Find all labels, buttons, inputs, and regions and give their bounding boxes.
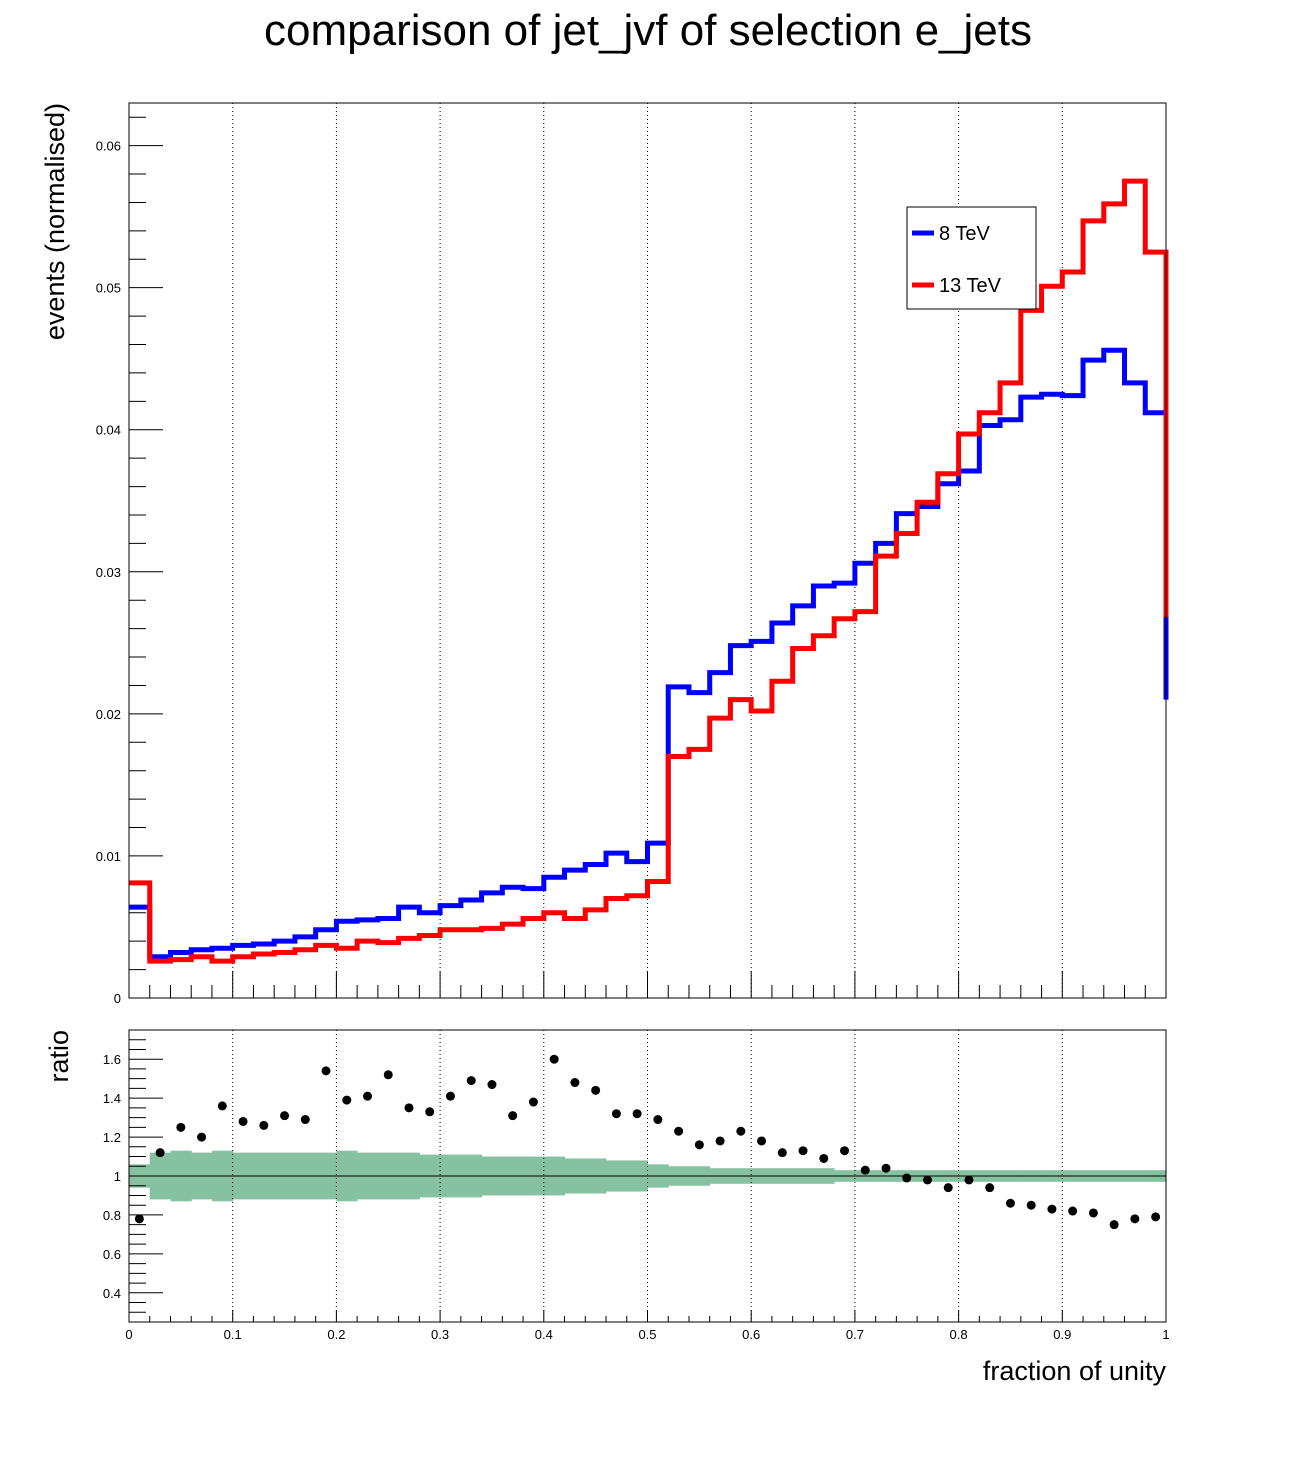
ratio-point bbox=[798, 1146, 808, 1156]
ratio-point bbox=[591, 1085, 601, 1095]
x-axis-label: fraction of unity bbox=[983, 1356, 1167, 1386]
x-tick-label: 0.3 bbox=[431, 1327, 449, 1342]
ratio-point bbox=[1068, 1206, 1078, 1216]
main-axis-ticks: 0 0.01 0.02 0.03 0.04 0.05 0.06 bbox=[96, 116, 1167, 1006]
ratio-point bbox=[217, 1101, 227, 1111]
ratio-point bbox=[1088, 1208, 1098, 1218]
ratio-point bbox=[902, 1173, 912, 1183]
main-plot-frame bbox=[128, 102, 1167, 999]
main-y-tick-label: 0.05 bbox=[96, 281, 121, 296]
ratio-point bbox=[653, 1115, 663, 1125]
ratio-point bbox=[632, 1109, 642, 1119]
ratio-point bbox=[881, 1163, 891, 1173]
x-tick-label: 1 bbox=[1162, 1327, 1169, 1342]
main-histogram-panel: 0 0.01 0.02 0.03 0.04 0.05 0.06 events (normal… bbox=[40, 102, 1169, 1006]
ratio-y-tick-label: 1.2 bbox=[103, 1130, 121, 1145]
ratio-point bbox=[549, 1054, 559, 1064]
legend-box bbox=[906, 206, 1037, 310]
ratio-point bbox=[466, 1076, 476, 1086]
ratio-point bbox=[1109, 1220, 1119, 1230]
ratio-point bbox=[155, 1148, 165, 1158]
ratio-point bbox=[1130, 1214, 1140, 1224]
series-8tev-line bbox=[129, 347, 1169, 960]
ratio-point bbox=[611, 1109, 621, 1119]
ratio-point bbox=[445, 1091, 455, 1101]
x-tick-label: 0.9 bbox=[1053, 1327, 1071, 1342]
main-y-tick-label: 0.04 bbox=[96, 423, 121, 438]
legend: 8 TeV 13 TeV bbox=[906, 206, 1037, 310]
ratio-point bbox=[280, 1111, 290, 1121]
ratio-points bbox=[134, 1054, 1161, 1230]
ratio-point bbox=[425, 1107, 435, 1117]
x-tick-label: 0.7 bbox=[846, 1327, 864, 1342]
x-tick-label: 0.1 bbox=[224, 1327, 242, 1342]
ratio-point bbox=[1005, 1198, 1015, 1208]
ratio-point bbox=[528, 1097, 538, 1107]
x-tick-label: 0.2 bbox=[327, 1327, 345, 1342]
ratio-point bbox=[694, 1140, 704, 1150]
ratio-point bbox=[487, 1080, 497, 1090]
ratio-point bbox=[819, 1153, 829, 1163]
ratio-point bbox=[300, 1115, 310, 1125]
ratio-point bbox=[404, 1103, 414, 1113]
main-series-group bbox=[129, 178, 1169, 964]
x-tick-label: 0 bbox=[125, 1327, 132, 1342]
ratio-point bbox=[321, 1066, 331, 1076]
ratio-plot-frame bbox=[128, 1029, 1167, 1323]
legend-entry-label: 13 TeV bbox=[939, 275, 1002, 297]
main-y-axis-label: events (normalised) bbox=[40, 103, 70, 340]
ratio-point bbox=[134, 1214, 144, 1224]
ratio-point bbox=[259, 1120, 269, 1130]
x-tick-label: 0.4 bbox=[535, 1327, 553, 1342]
ratio-point bbox=[363, 1091, 373, 1101]
ratio-point bbox=[757, 1136, 767, 1146]
ratio-y-axis-label: ratio bbox=[44, 1030, 74, 1083]
x-tick-label: 0.6 bbox=[742, 1327, 760, 1342]
ratio-point bbox=[736, 1126, 746, 1136]
ratio-point bbox=[1151, 1212, 1161, 1222]
main-y-tick-label: 0.06 bbox=[96, 139, 121, 154]
ratio-y-tick-label: 0.4 bbox=[103, 1286, 121, 1301]
ratio-point bbox=[1047, 1204, 1057, 1214]
main-y-tick-label: 0.03 bbox=[96, 565, 121, 580]
ratio-point bbox=[238, 1116, 248, 1126]
ratio-axis-ticks: 0.4 0.6 0.8 1 1.2 1.4 1.6 0 0.1 0.2 0.3 0.4 0.5 0.6 0.… bbox=[103, 1039, 1170, 1342]
ratio-gridlines bbox=[232, 1030, 1063, 1322]
ratio-y-tick-label: 0.8 bbox=[103, 1208, 121, 1223]
ratio-point bbox=[860, 1165, 870, 1175]
legend-entry-label: 8 TeV bbox=[939, 223, 990, 245]
ratio-point bbox=[508, 1111, 518, 1121]
series-13tev-line bbox=[129, 178, 1169, 964]
chart-title: comparison of jet_jvf of selection e_jet… bbox=[264, 6, 1032, 55]
ratio-point bbox=[777, 1148, 787, 1158]
ratio-point bbox=[383, 1070, 393, 1080]
ratio-point bbox=[715, 1136, 725, 1146]
ratio-point bbox=[964, 1175, 974, 1185]
ratio-y-tick-label: 1 bbox=[114, 1169, 121, 1184]
ratio-point bbox=[1026, 1200, 1036, 1210]
x-tick-label: 0.5 bbox=[638, 1327, 656, 1342]
ratio-point bbox=[570, 1078, 580, 1088]
ratio-y-tick-label: 1.4 bbox=[103, 1091, 121, 1106]
main-y-tick-label: 0 bbox=[114, 991, 121, 1006]
x-tick-label: 0.8 bbox=[950, 1327, 968, 1342]
main-y-tick-label: 0.01 bbox=[96, 849, 121, 864]
ratio-y-tick-label: 0.6 bbox=[103, 1247, 121, 1262]
ratio-point bbox=[922, 1175, 932, 1185]
ratio-y-tick-label: 1.6 bbox=[103, 1052, 121, 1067]
ratio-panel: 0.4 0.6 0.8 1 1.2 1.4 1.6 0 0.1 0.2 0.3 0.4 0.5 0.6 0.… bbox=[44, 1029, 1170, 1386]
ratio-point bbox=[840, 1146, 850, 1156]
ratio-point bbox=[197, 1132, 207, 1142]
ratio-point bbox=[176, 1122, 186, 1132]
main-y-tick-label: 0.02 bbox=[96, 707, 121, 722]
ratio-point bbox=[943, 1183, 953, 1193]
ratio-point bbox=[985, 1183, 995, 1193]
ratio-point bbox=[674, 1126, 684, 1136]
ratio-point bbox=[342, 1095, 352, 1105]
